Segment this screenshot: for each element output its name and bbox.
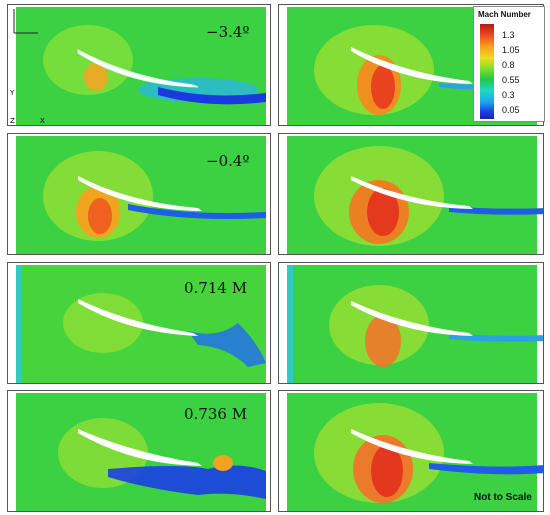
flow-field (287, 393, 543, 511)
annotation-mach: 0.736 M (184, 405, 248, 423)
panel-r1-right (278, 4, 544, 126)
legend-tick: 0.55 (502, 75, 520, 85)
flow-field (287, 265, 543, 383)
legend-tick: 0.05 (502, 105, 520, 115)
flow-field (16, 7, 266, 125)
mach-number-legend: Mach Number 1.3 1.05 0.8 0.55 0.3 0.05 (473, 6, 545, 122)
panel-r2-left: −0.4º (7, 133, 271, 255)
legend-title: Mach Number (478, 10, 531, 19)
legend-tick: 0.3 (502, 90, 515, 100)
annotation-angle: −3.4º (206, 23, 250, 41)
axis-x-label: X (40, 117, 45, 125)
flow-field (16, 265, 266, 383)
axis-y-label: Y (10, 89, 15, 97)
panel-r2-right (278, 133, 544, 255)
panel-r4-left: 0.736 M (7, 390, 271, 512)
panel-r1-left: −3.4º Y Z X (7, 4, 271, 126)
axes-triad-icon (13, 9, 38, 34)
flow-field (287, 136, 543, 254)
legend-tick: 1.05 (502, 45, 520, 55)
panel-r4-right (278, 390, 544, 512)
flow-field (16, 393, 266, 511)
panel-r3-right (278, 262, 544, 384)
annotation-mach: 0.714 M (184, 279, 248, 297)
annotation-angle: −0.4º (206, 152, 250, 170)
flow-field (16, 136, 266, 254)
panel-r3-left: 0.714 M (7, 262, 271, 384)
legend-tick: 1.3 (502, 30, 515, 40)
legend-color-bar (480, 24, 494, 119)
scale-note: Not to Scale (474, 492, 532, 503)
legend-tick: 0.8 (502, 60, 515, 70)
axis-z-label: Z (10, 117, 15, 125)
